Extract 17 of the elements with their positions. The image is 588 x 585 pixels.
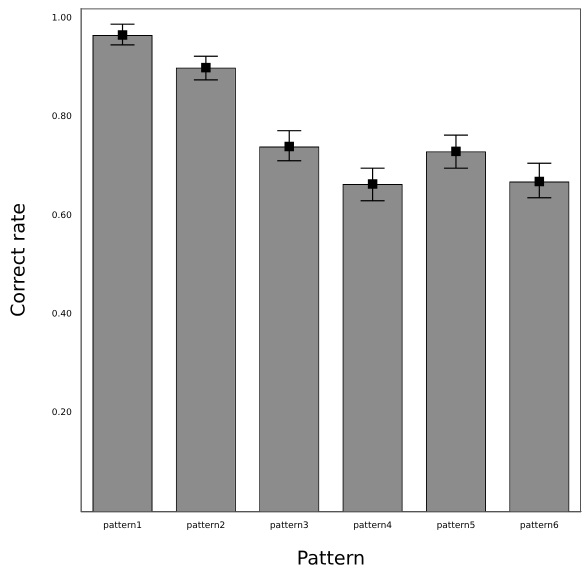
y-tick-label: 0.60: [52, 210, 72, 221]
y-tick-label: 0.20: [52, 408, 72, 418]
x-tick-label: pattern4: [353, 521, 392, 532]
x-tick-label: pattern1: [103, 521, 142, 532]
x-tick-label: pattern2: [186, 521, 226, 532]
y-tick-label: 0.40: [52, 309, 72, 320]
x-tick-label: pattern6: [520, 521, 559, 532]
y-axis-title: Correct rate: [7, 202, 30, 317]
x-axis-title: Pattern: [296, 548, 366, 570]
point: [118, 30, 128, 40]
x-tick-label: pattern5: [436, 521, 476, 532]
y-tick-label: 1.00: [52, 14, 72, 24]
point: [201, 62, 211, 72]
point: [451, 146, 461, 156]
x-tick-label: pattern3: [270, 521, 309, 532]
y-tick-label: 0.80: [52, 112, 72, 122]
point: [368, 179, 378, 189]
